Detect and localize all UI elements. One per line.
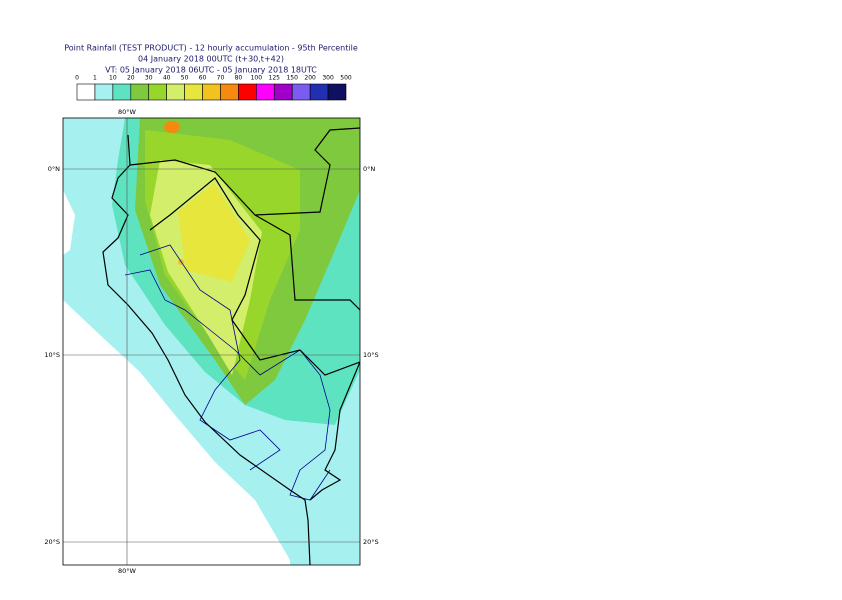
legend-swatch xyxy=(148,83,167,101)
legend-swatch xyxy=(184,83,203,101)
legend-swatch xyxy=(256,83,275,101)
field-dry xyxy=(63,190,75,255)
field-band xyxy=(178,183,250,282)
legend-swatch xyxy=(273,83,293,101)
header: Point Rainfall (TEST PRODUCT) - 12 hourl… xyxy=(64,44,358,75)
legend-swatch xyxy=(166,83,185,101)
legend-label: 300 xyxy=(322,75,334,82)
legend-label: 100 xyxy=(251,75,263,82)
country-border xyxy=(254,214,360,311)
lat-label: 20°S xyxy=(363,538,379,546)
field-peak xyxy=(164,121,180,133)
coastline xyxy=(102,134,311,565)
lat-label: 10°S xyxy=(44,351,60,359)
map-frame xyxy=(62,117,361,566)
legend-label: 150 xyxy=(286,75,298,82)
lon-label: 80°W xyxy=(118,108,137,116)
lat-label: 0°N xyxy=(363,165,375,173)
legend-label: 20 xyxy=(127,75,135,82)
legend-label: 80 xyxy=(235,75,243,82)
legend-swatch xyxy=(238,83,257,101)
title-line: VT: 05 January 2018 06UTC - 05 January 2… xyxy=(105,66,317,75)
legend-label: 0 xyxy=(75,75,79,82)
lat-label: 0°N xyxy=(48,165,60,173)
legend-label: 50 xyxy=(181,75,189,82)
legend-label: 125 xyxy=(269,75,281,82)
legend-swatch xyxy=(202,83,221,101)
legend: 0 1 10 20 30 40 50 60 70 80 100 125 150 200 300 500 xyxy=(75,75,352,101)
legend-label: 70 xyxy=(217,75,225,82)
legend-label: 60 xyxy=(199,75,207,82)
map: 0°N 10°S 20°S 0°N 10°S 20°S 80°W 80°W xyxy=(44,108,378,575)
legend-label: 30 xyxy=(145,75,153,82)
legend-swatch xyxy=(94,83,114,101)
field-dry xyxy=(63,300,290,565)
legend-swatch xyxy=(291,83,311,101)
title-line: 04 January 2018 00UTC (t+30,t+42) xyxy=(138,55,284,64)
boundaries xyxy=(102,127,360,565)
region-border xyxy=(139,244,281,471)
legend-swatch xyxy=(112,83,132,101)
legend-swatch xyxy=(309,83,329,101)
legend-swatch xyxy=(130,83,150,101)
legend-label: 1 xyxy=(93,75,97,82)
legend-label: 500 xyxy=(340,75,352,82)
country-border xyxy=(129,127,360,216)
legend-label: 40 xyxy=(163,75,171,82)
legend-label: 10 xyxy=(109,75,117,82)
legend-swatch xyxy=(327,83,347,101)
rainfall-field xyxy=(63,118,360,565)
lat-label: 20°S xyxy=(44,538,60,546)
lon-label: 80°W xyxy=(118,567,137,575)
legend-label: 200 xyxy=(304,75,316,82)
graticule xyxy=(63,118,360,565)
legend-swatch xyxy=(76,83,96,101)
country-border xyxy=(149,177,360,501)
title-line: Point Rainfall (TEST PRODUCT) - 12 hourl… xyxy=(64,44,358,53)
lat-label: 10°S xyxy=(363,351,379,359)
legend-swatch xyxy=(220,83,239,101)
